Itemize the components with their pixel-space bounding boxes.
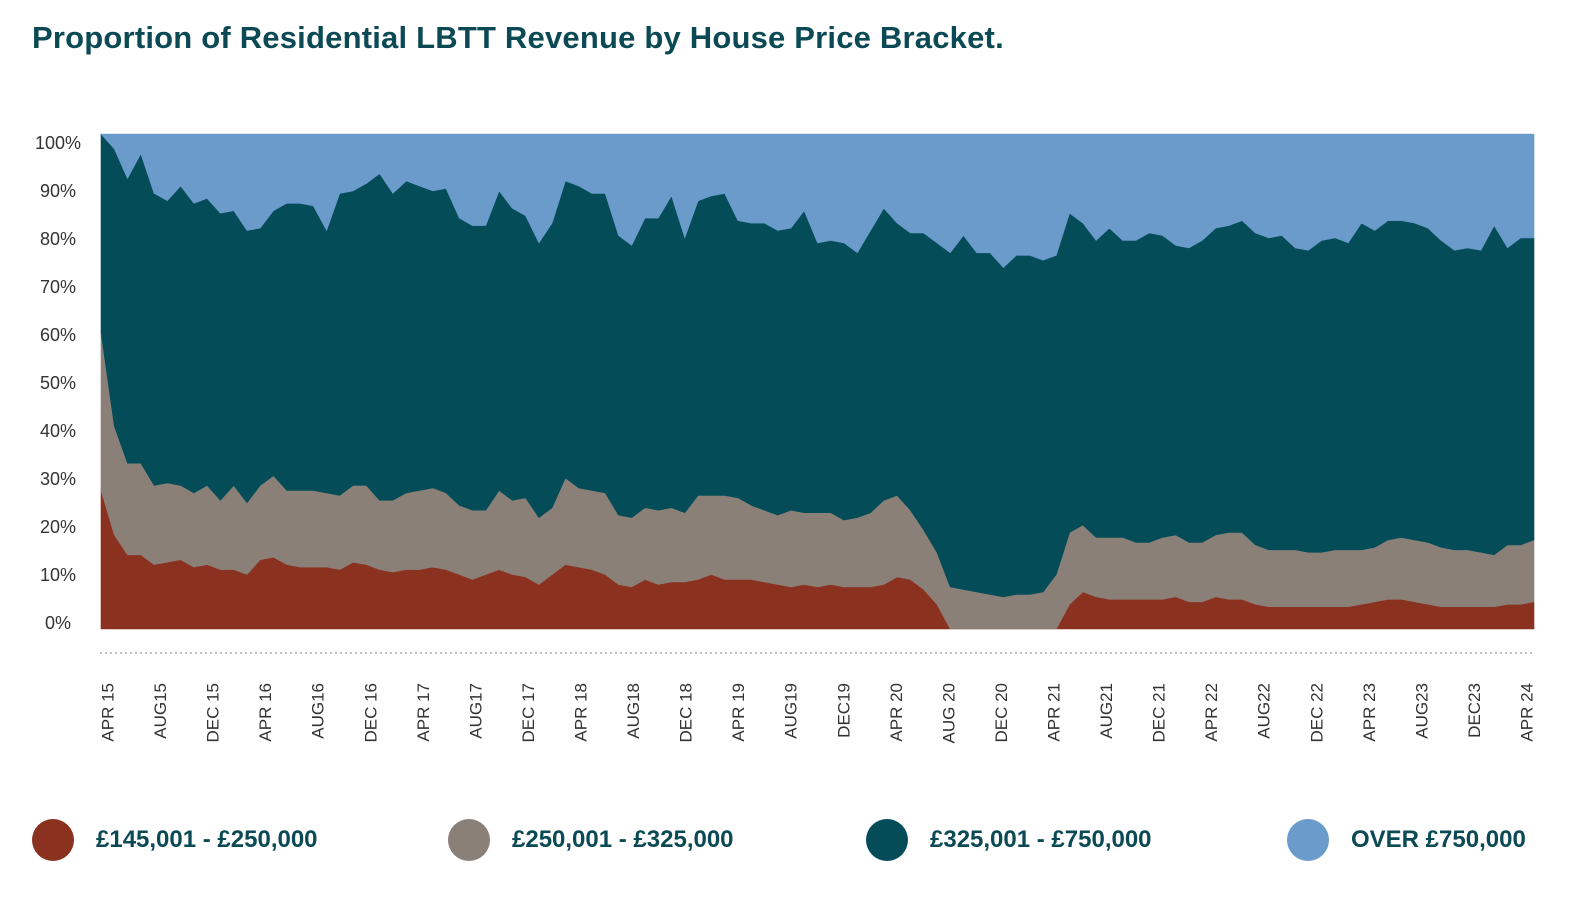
- x-tick-label: APR 20: [887, 683, 906, 742]
- x-tick-label: AUG15: [151, 683, 170, 739]
- legend-label-145k-250k: £145,001 - £250,000: [96, 826, 318, 853]
- legend: £145,001 - £250,000 £250,001 - £325,000 …: [0, 812, 1576, 868]
- x-tick-label: AUG19: [782, 683, 801, 739]
- y-tick-label: 80%: [40, 229, 76, 249]
- y-tick-label: 30%: [40, 469, 76, 489]
- x-tick-label: APR 21: [1045, 683, 1064, 742]
- y-tick-label: 50%: [40, 373, 76, 393]
- x-tick-label: APR 18: [572, 683, 591, 742]
- x-tick-label: DEC23: [1465, 683, 1484, 738]
- x-tick-label: DEC 22: [1307, 683, 1326, 743]
- chart-title: Proportion of Residential LBTT Revenue b…: [32, 20, 1004, 55]
- y-tick-label: 20%: [40, 517, 76, 537]
- legend-item-325k-750k: £325,001 - £750,000: [866, 812, 1152, 868]
- legend-label-325k-750k: £325,001 - £750,000: [930, 826, 1152, 853]
- x-tick-label: APR 15: [99, 683, 118, 742]
- legend-label-250k-325k: £250,001 - £325,000: [512, 826, 734, 853]
- x-tick-label: APR 23: [1360, 683, 1379, 742]
- x-axis-labels: APR 15 AUG15 DEC 15 APR 16 AUG16 DEC 16 APR 17…: [99, 683, 1537, 743]
- legend-item-250k-325k: £250,001 - £325,000: [448, 812, 734, 868]
- x-tick-label: AUG18: [624, 683, 643, 739]
- legend-swatch-250k-325k: [448, 819, 490, 861]
- x-tick-label: DEC 21: [1150, 683, 1169, 743]
- chart-areas: [100, 133, 1535, 630]
- x-tick-label: DEC 17: [519, 683, 538, 743]
- y-tick-label: 40%: [40, 421, 76, 441]
- legend-item-over-750k: OVER £750,000: [1287, 812, 1526, 868]
- x-tick-label: APR 19: [729, 683, 748, 742]
- stacked-area-chart: 0% 10% 20% 30% 40% 50% 60% 70% 80% 90% 100% APR 15…: [35, 133, 1537, 743]
- legend-item-145k-250k: £145,001 - £250,000: [32, 812, 318, 868]
- legend-swatch-over-750k: [1287, 819, 1329, 861]
- legend-swatch-145k-250k: [32, 819, 74, 861]
- x-tick-label: DEC 15: [204, 683, 223, 743]
- x-tick-label: AUG21: [1097, 683, 1116, 739]
- x-tick-label: DEC 16: [361, 683, 380, 743]
- x-tick-label: APR 24: [1518, 683, 1537, 742]
- area-series-4: [100, 133, 1535, 268]
- y-tick-label: 0%: [45, 613, 71, 633]
- y-tick-label: 60%: [40, 325, 76, 345]
- y-tick-label: 70%: [40, 277, 76, 297]
- x-tick-label: DEC 20: [992, 683, 1011, 743]
- x-tick-label: AUG16: [309, 683, 328, 739]
- y-axis-labels: 0% 10% 20% 30% 40% 50% 60% 70% 80% 90% 100%: [35, 133, 81, 633]
- legend-label-over-750k: OVER £750,000: [1351, 826, 1526, 853]
- x-tick-label: APR 17: [414, 683, 433, 742]
- y-tick-label: 10%: [40, 565, 76, 585]
- y-tick-label: 90%: [40, 181, 76, 201]
- x-tick-label: DEC 18: [677, 683, 696, 743]
- x-tick-label: APR 16: [256, 683, 275, 742]
- legend-swatch-325k-750k: [866, 819, 908, 861]
- x-tick-label: AUG17: [466, 683, 485, 739]
- x-tick-label: AUG22: [1255, 683, 1274, 739]
- x-tick-label: AUG 20: [939, 683, 958, 743]
- x-tick-label: DEC19: [834, 683, 853, 738]
- y-tick-label: 100%: [35, 133, 81, 153]
- x-tick-label: APR 22: [1202, 683, 1221, 742]
- x-tick-label: AUG23: [1412, 683, 1431, 739]
